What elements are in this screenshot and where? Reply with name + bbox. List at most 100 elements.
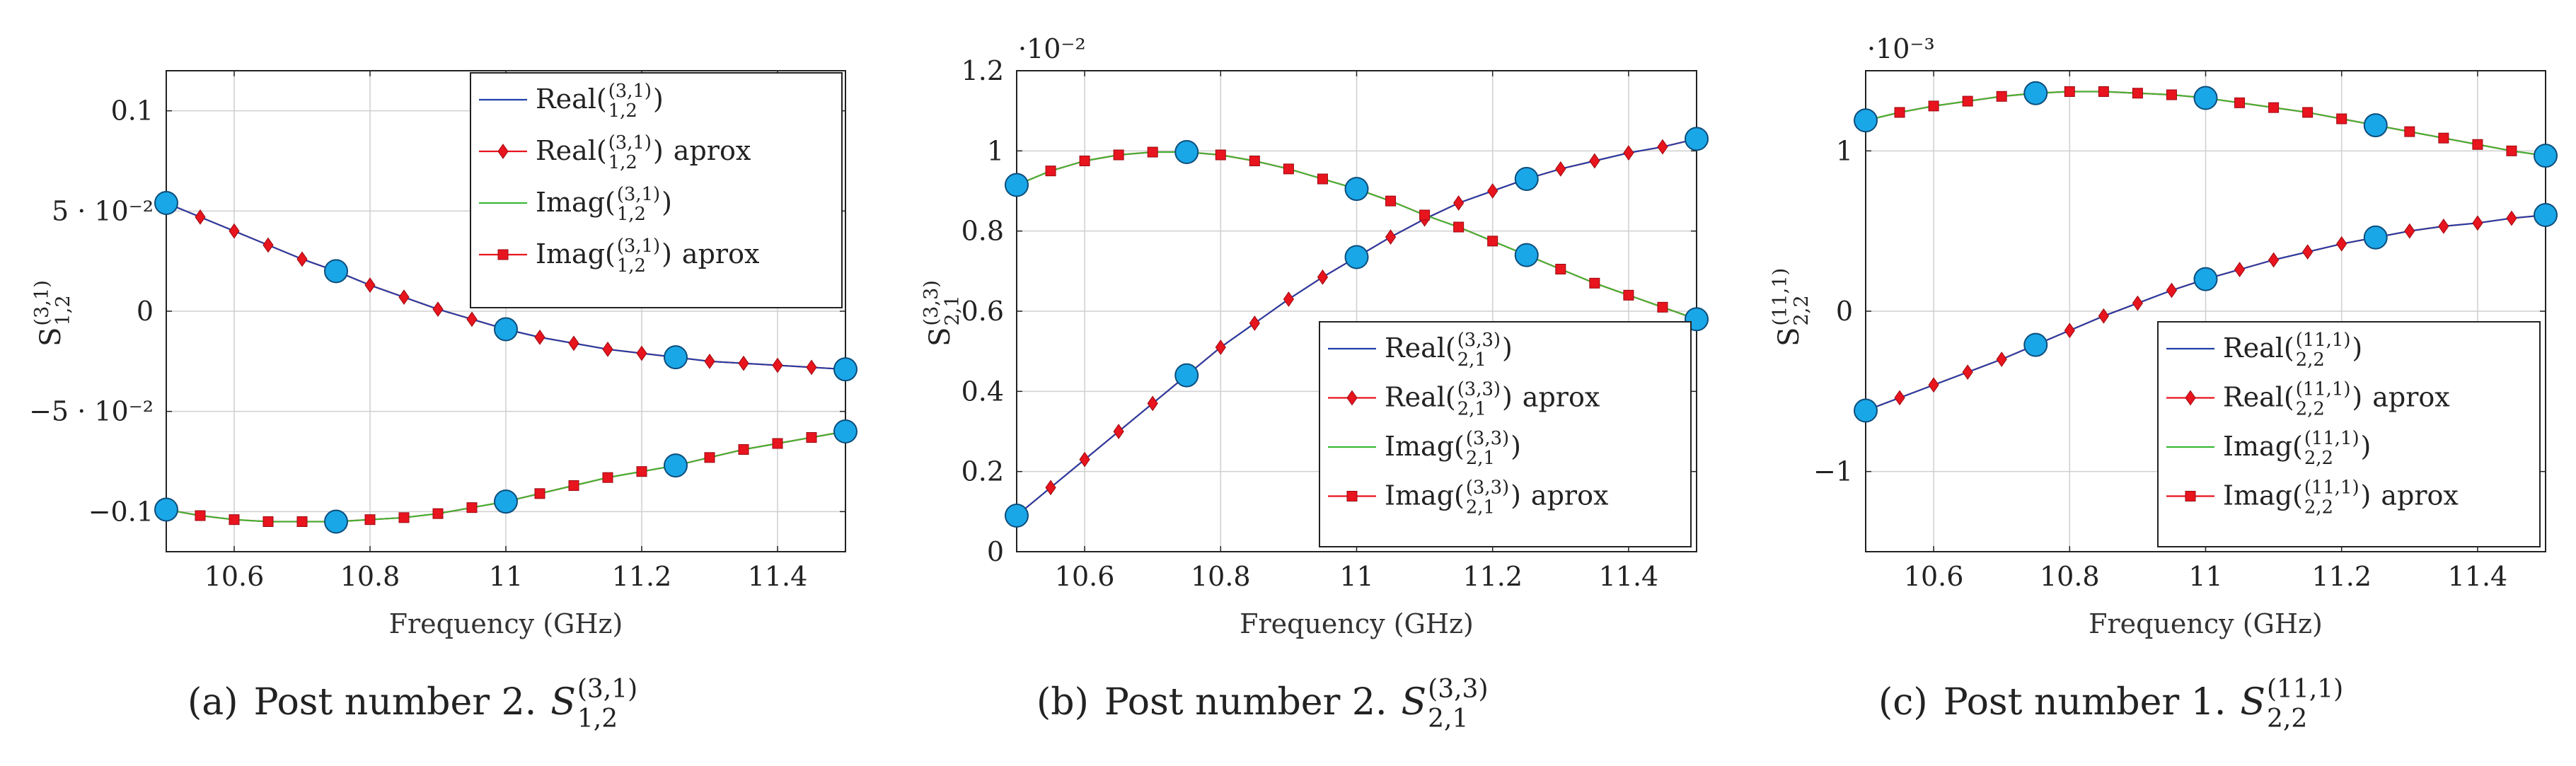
label-sub: 1,2: [608, 152, 637, 173]
label-sub: 2,2: [2296, 349, 2325, 371]
caption-symbol-sub: 1,2: [577, 704, 618, 733]
caption-symbol-base: S: [1402, 681, 1427, 724]
label-sub: 2,2: [2296, 399, 2325, 420]
label-sup: (3,1): [617, 236, 660, 257]
chart-panel-c: 10.6 10.8 11 11.2 11.4 −1 0 1 ·10⁻³ Frequency (GH…: [1769, 33, 2558, 733]
approx-marker: [1487, 183, 1498, 199]
approx-marker: [772, 357, 783, 373]
approx-marker: [1928, 377, 1939, 393]
approx-marker: [1589, 153, 1600, 169]
sample-node: [1005, 504, 1029, 528]
label-base: Real(: [1385, 382, 1456, 413]
approx-marker: [568, 480, 579, 491]
approx-marker: [1079, 451, 1090, 468]
label-base: Imag(: [536, 238, 616, 269]
approx-marker: [195, 510, 206, 521]
y-scale-label: ·10⁻²: [1018, 33, 1086, 64]
approx-marker: [1453, 221, 1465, 233]
legend-label: Real((3,3)2,1) aprox: [1385, 379, 1600, 420]
approx-marker: [466, 311, 478, 327]
approx-marker: [772, 438, 783, 449]
approx-marker: [738, 355, 749, 371]
label-sup: (11,1): [2296, 330, 2351, 351]
approx-marker: [1962, 364, 1973, 381]
series-real: [1005, 127, 1709, 528]
label-base: S: [924, 327, 957, 347]
caption-text: Post number 2.: [1104, 681, 1387, 724]
y-tick-label: −0.1: [88, 496, 154, 527]
approx-marker: [2438, 132, 2449, 144]
label-sub: 2,1: [1466, 448, 1495, 469]
sample-node: [2534, 144, 2558, 168]
label-base: Real(: [536, 135, 607, 166]
y-tick-label: 5 · 10⁻²: [52, 195, 154, 226]
sample-node: [154, 497, 178, 522]
label-tail: ): [2361, 480, 2372, 511]
approx-marker: [2404, 223, 2415, 239]
legend-item-0: Real((3,1)1,2): [479, 81, 664, 122]
approx-marker: [2098, 86, 2109, 97]
x-axis: 10.6 10.8 11 11.2 11.4: [204, 71, 807, 592]
label-sup: (3,1): [608, 81, 652, 102]
label-sup: (3,1): [31, 280, 53, 325]
sample-node: [833, 357, 857, 382]
approx-marker: [2064, 323, 2075, 339]
sample-node: [1344, 177, 1369, 202]
label-sup: (3,3): [1457, 330, 1501, 351]
x-tick-label: 11.2: [1462, 561, 1523, 592]
label-sub: 1,2: [617, 255, 646, 277]
legend: Real((11,1)2,2)Real((11,1)2,2) aproxImag(…: [2157, 321, 2541, 547]
approx-marker: [1385, 195, 1397, 207]
svg-text:Real(: Real(: [536, 83, 607, 115]
legend-label: Imag((3,1)1,2) aprox: [536, 236, 759, 277]
approx-marker: [2268, 102, 2280, 113]
label-suffix: aprox: [682, 238, 759, 269]
caption-symbol: S (11,1)2,2: [2240, 675, 2343, 733]
label-sub: 1,2: [52, 295, 74, 325]
sample-node: [2193, 86, 2218, 110]
approx-marker: [534, 488, 545, 499]
caption-symbol-base: S: [550, 681, 576, 724]
svg-text:Real(: Real(: [536, 135, 607, 166]
approx-marker: [2506, 145, 2517, 156]
label-base: S: [35, 327, 67, 347]
approx-marker: [1487, 236, 1498, 247]
label-suffix: aprox: [1531, 480, 1608, 511]
approx-marker: [1996, 91, 2007, 102]
y-tick-label: 0: [137, 296, 154, 327]
y-tick-label: −5 · 10⁻²: [29, 396, 154, 427]
sample-node: [1514, 243, 1539, 267]
legend-label: Real((3,1)1,2) aprox: [536, 132, 751, 173]
approx-marker: [364, 277, 376, 294]
caption-symbol-sup: (3,1): [577, 675, 637, 704]
sample-node: [324, 509, 348, 534]
sample-node: [494, 317, 518, 342]
approx-marker: [398, 289, 410, 306]
caption-symbol: S (3,1)1,2: [550, 675, 637, 733]
legend-item-3: Imag((11,1)2,2) aprox: [2166, 477, 2459, 518]
label-sup: (11,1): [2304, 477, 2360, 499]
label-sup: (11,1): [2304, 428, 2360, 449]
label-tail: ): [2352, 332, 2362, 364]
approx-marker: [1453, 195, 1465, 211]
legend-item-3: Imag((3,3)2,1) aprox: [1328, 477, 1608, 518]
approx-marker: [568, 335, 579, 352]
approx-marker: [1079, 156, 1090, 166]
legend-swatch-marker: [1346, 390, 1358, 406]
x-tick-label: 11: [489, 561, 523, 592]
legend-label: Imag((3,3)2,1): [1385, 428, 1521, 469]
chart-panel-a: 10.6 10.8 11 11.2 11.4 −0.1 −5 · 10⁻² 0 5 · 10⁻²…: [29, 70, 857, 733]
label-base: Imag(: [536, 187, 616, 218]
svg-text:Real(: Real(: [1385, 382, 1456, 413]
legend-swatch-marker: [2185, 491, 2196, 501]
sample-node: [154, 191, 178, 215]
approx-marker: [398, 512, 410, 523]
legend-box: [470, 72, 843, 308]
x-tick-label: 10.8: [1191, 561, 1251, 592]
approx-marker: [1249, 156, 1260, 166]
sample-node: [664, 345, 688, 370]
svg-text:Imag(: Imag(: [536, 187, 616, 218]
approx-marker: [2302, 107, 2314, 118]
